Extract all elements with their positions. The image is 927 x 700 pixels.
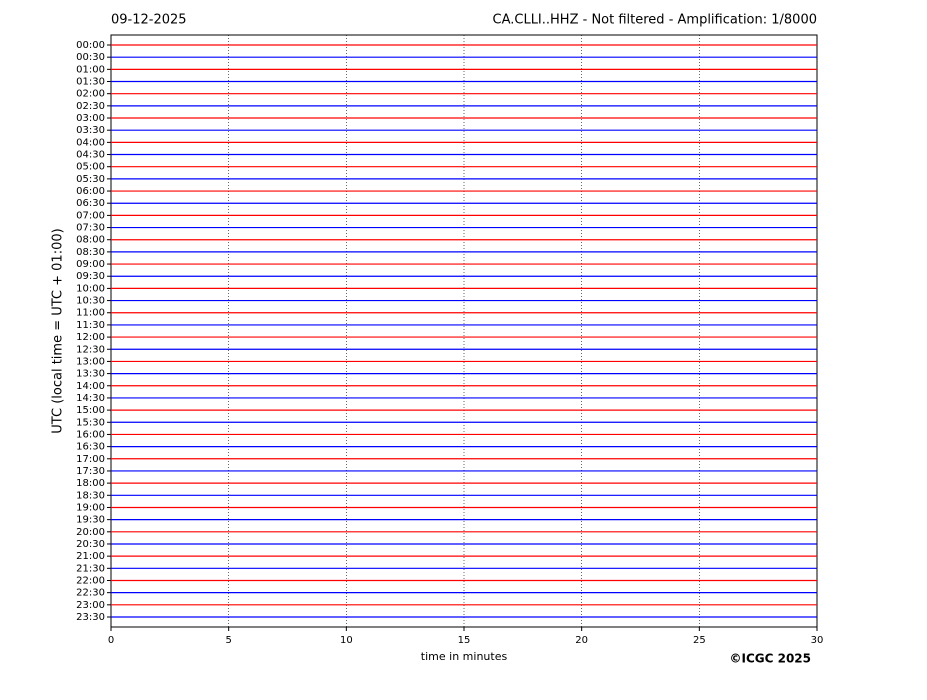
y-tick-label: 11:30 [76, 320, 105, 331]
y-tick-label: 16:30 [76, 442, 105, 453]
chart-title: CA.CLLI..HHZ - Not filtered - Amplificat… [493, 13, 818, 28]
y-axis-label: UTC (local time = UTC + 01:00) [51, 228, 66, 433]
y-tick-label: 16:00 [76, 429, 105, 440]
y-tick-label: 08:00 [76, 235, 105, 246]
y-tick-label: 07:00 [76, 210, 105, 221]
y-tick-label: 10:30 [76, 296, 105, 307]
y-tick-label: 22:30 [76, 588, 105, 599]
plot-frame [110, 34, 818, 628]
x-tick-label: 30 [811, 635, 824, 646]
y-tick-label: 17:00 [76, 454, 105, 465]
y-tick-label: 17:30 [76, 466, 105, 477]
y-tick-label: 04:00 [76, 137, 105, 148]
y-tick-label: 21:00 [76, 551, 105, 562]
x-tick-label: 5 [225, 635, 231, 646]
y-tick-label: 15:30 [76, 417, 105, 428]
y-tick-label: 15:00 [76, 405, 105, 416]
x-tick-label: 25 [693, 635, 706, 646]
x-tick-label: 0 [108, 635, 114, 646]
x-tick-label: 10 [340, 635, 353, 646]
y-tick-label: 21:30 [76, 563, 105, 574]
y-tick-label: 01:00 [76, 64, 105, 75]
y-tick-label: 10:00 [76, 283, 105, 294]
y-tick-label: 12:00 [76, 332, 105, 343]
y-tick-label: 23:30 [76, 612, 105, 623]
y-tick-label: 19:30 [76, 515, 105, 526]
y-tick-label: 06:30 [76, 198, 105, 209]
y-tick-label: 08:30 [76, 247, 105, 258]
y-tick-label: 14:30 [76, 393, 105, 404]
y-tick-label: 20:30 [76, 539, 105, 550]
x-tick-label: 20 [575, 635, 588, 646]
y-tick-label: 12:30 [76, 344, 105, 355]
x-axis-label: time in minutes [421, 650, 508, 663]
y-tick-label: 19:00 [76, 502, 105, 513]
y-tick-label: 09:00 [76, 259, 105, 270]
y-tick-label: 03:00 [76, 113, 105, 124]
y-tick-label: 18:00 [76, 478, 105, 489]
y-tick-label: 11:00 [76, 308, 105, 319]
y-tick-label: 13:00 [76, 356, 105, 367]
y-tick-label: 18:30 [76, 490, 105, 501]
y-tick-label: 20:00 [76, 527, 105, 538]
x-tick-label: 15 [458, 635, 471, 646]
y-tick-label: 05:30 [76, 174, 105, 185]
y-tick-label: 13:30 [76, 369, 105, 380]
y-tick-label: 01:30 [76, 77, 105, 88]
credit: ©ICGC 2025 [729, 652, 811, 666]
y-tick-label: 14:00 [76, 381, 105, 392]
y-tick-label: 03:30 [76, 125, 105, 136]
y-tick-label: 05:00 [76, 162, 105, 173]
y-tick-label: 04:30 [76, 150, 105, 161]
y-tick-label: 02:30 [76, 101, 105, 112]
date: 09-12-2025 [111, 13, 187, 28]
y-tick-label: 23:00 [76, 600, 105, 611]
y-tick-label: 06:00 [76, 186, 105, 197]
y-tick-label: 07:30 [76, 223, 105, 234]
y-tick-label: 22:00 [76, 575, 105, 586]
y-tick-label: 00:00 [76, 40, 105, 51]
y-tick-label: 02:00 [76, 89, 105, 100]
y-tick-label: 00:30 [76, 52, 105, 63]
y-tick-label: 09:30 [76, 271, 105, 282]
